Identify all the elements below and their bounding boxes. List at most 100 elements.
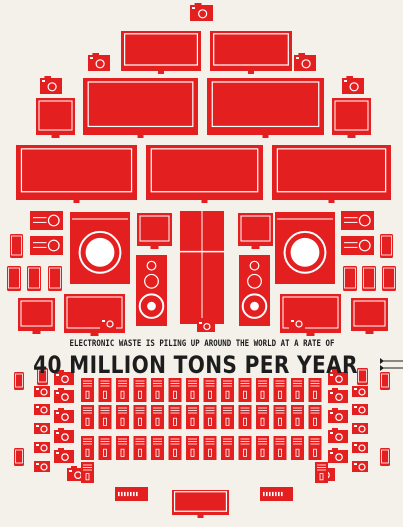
camera-icon	[352, 386, 368, 397]
computer-tower-icon	[81, 462, 94, 483]
phone-icon	[37, 368, 48, 385]
headline-figure-text: 40 MILLION TONS PER YEAR	[33, 351, 358, 379]
computer-tower-icon	[291, 378, 304, 402]
computer-tower-icon	[81, 405, 94, 429]
phone-icon	[7, 266, 21, 291]
computer-tower-icon	[133, 405, 147, 429]
phone-icon	[382, 266, 396, 291]
phone-icon	[362, 266, 376, 291]
camera-icon	[54, 388, 74, 403]
radio-icon	[30, 211, 63, 230]
television-icon	[272, 145, 391, 203]
phone-icon	[48, 266, 62, 291]
television-icon	[210, 31, 292, 74]
computer-tower-icon	[273, 378, 287, 402]
computer-tower-icon	[256, 378, 269, 402]
phone-icon	[27, 266, 41, 291]
camera-icon	[289, 318, 305, 329]
monitor-icon	[64, 294, 125, 336]
computer-tower-icon	[133, 436, 147, 460]
television-icon	[207, 78, 324, 138]
monitor-icon	[332, 98, 371, 138]
monitor-icon	[18, 298, 55, 334]
phone-icon	[380, 448, 390, 466]
phone-icon	[380, 234, 393, 258]
computer-tower-icon	[238, 436, 252, 460]
camera-icon	[190, 3, 213, 21]
computer-tower-icon	[168, 405, 182, 429]
camera-icon	[34, 386, 50, 397]
computer-tower-icon	[308, 405, 322, 429]
computer-tower-icon	[186, 378, 199, 402]
camera-icon	[54, 448, 74, 463]
computer-tower-icon	[256, 436, 269, 460]
game-console-icon	[260, 487, 293, 501]
computer-tower-icon	[291, 436, 304, 460]
computer-tower-icon	[203, 405, 217, 429]
camera-icon	[328, 448, 348, 463]
camera-icon	[328, 388, 348, 403]
computer-tower-icon	[308, 436, 322, 460]
computer-tower-icon	[116, 405, 129, 429]
computer-tower-icon	[256, 405, 269, 429]
monitor-icon	[351, 298, 388, 334]
computer-tower-icon	[221, 436, 234, 460]
television-icon	[83, 78, 198, 138]
game-console-icon	[115, 487, 148, 501]
camera-icon	[34, 423, 50, 434]
computer-tower-icon	[238, 378, 252, 402]
camera-icon	[342, 76, 364, 94]
monitor-icon	[36, 98, 75, 138]
television-icon	[16, 145, 137, 203]
computer-tower-icon	[315, 462, 328, 483]
computer-tower-icon	[308, 378, 322, 402]
camera-icon	[328, 428, 348, 443]
pointer-lines-icon	[380, 358, 403, 371]
camera-icon	[294, 53, 316, 71]
camera-icon	[88, 53, 110, 71]
phone-icon	[357, 368, 368, 385]
television-icon	[172, 490, 229, 518]
phone-icon	[343, 266, 357, 291]
monitor-icon	[238, 213, 273, 249]
computer-tower-icon	[98, 436, 112, 460]
camera-icon	[40, 76, 62, 94]
camera-icon	[54, 370, 74, 385]
camera-icon	[54, 408, 74, 423]
computer-tower-icon	[98, 378, 112, 402]
computer-tower-icon	[273, 436, 287, 460]
computer-tower-icon	[81, 378, 94, 402]
computer-tower-icon	[186, 405, 199, 429]
camera-icon	[54, 428, 74, 443]
television-icon	[121, 31, 201, 74]
camera-icon	[34, 461, 50, 472]
camera-icon	[352, 404, 368, 415]
computer-tower-icon	[133, 378, 147, 402]
computer-tower-icon	[116, 436, 129, 460]
camera-icon	[352, 461, 368, 472]
radio-icon	[341, 211, 374, 230]
computer-tower-icon	[151, 405, 164, 429]
washing-machine-icon	[275, 212, 335, 284]
monitor-icon	[280, 294, 341, 336]
phone-icon	[10, 234, 23, 258]
camera-icon	[352, 442, 368, 453]
headline-lead-text: ELECTRONIC WASTE IS PILING UP AROUND THE…	[69, 339, 335, 349]
computer-tower-icon	[186, 436, 199, 460]
computer-tower-icon	[116, 378, 129, 402]
phone-icon	[14, 372, 24, 390]
computer-tower-icon	[81, 436, 94, 460]
computer-tower-icon	[151, 378, 164, 402]
phone-icon	[14, 448, 24, 466]
television-icon	[146, 145, 263, 203]
computer-tower-icon	[203, 436, 217, 460]
computer-tower-icon	[291, 405, 304, 429]
camera-icon	[34, 442, 50, 453]
camera-icon	[100, 318, 116, 329]
computer-tower-icon	[151, 436, 164, 460]
computer-tower-icon	[273, 405, 287, 429]
radio-icon	[30, 236, 63, 255]
computer-tower-icon	[168, 378, 182, 402]
